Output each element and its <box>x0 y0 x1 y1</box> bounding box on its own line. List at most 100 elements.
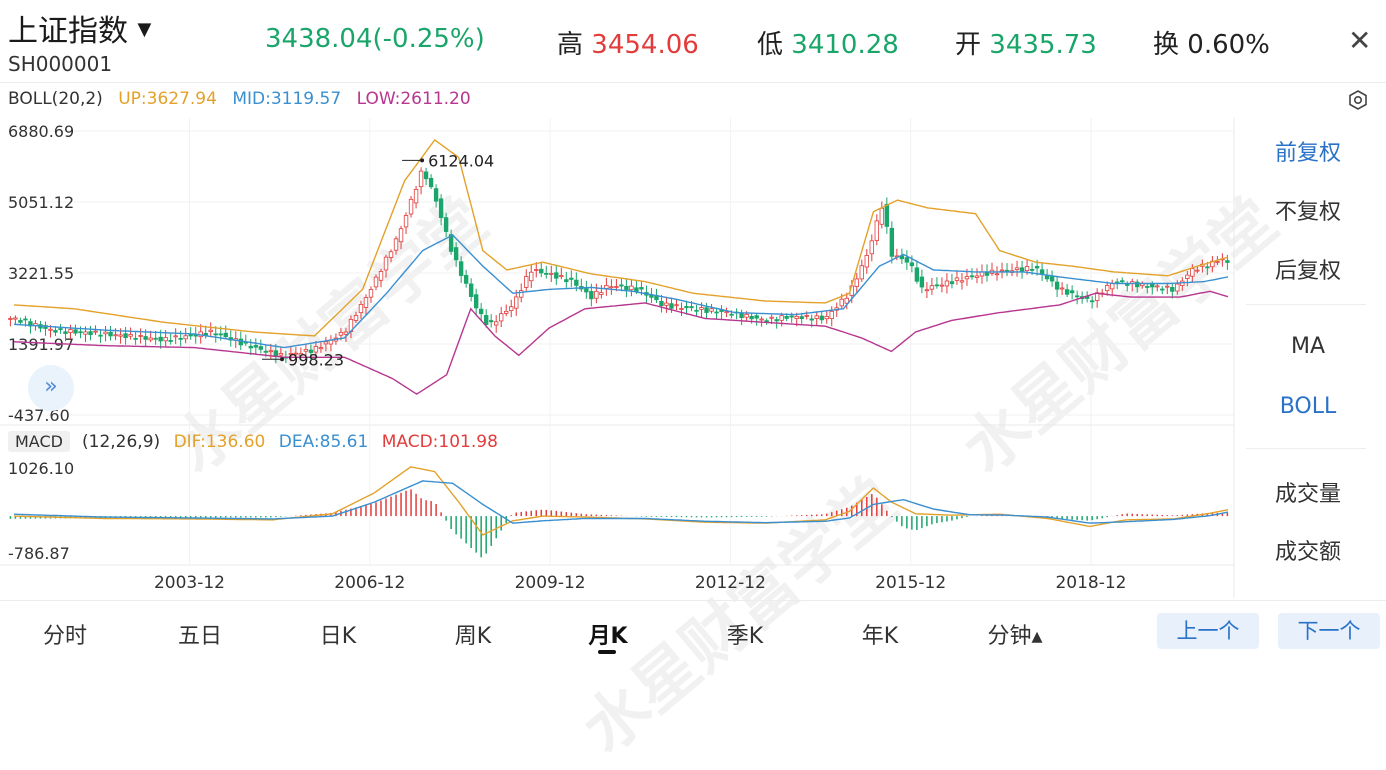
candle-body <box>904 257 910 263</box>
amount-button[interactable]: 成交额 <box>1274 540 1341 565</box>
candle-body <box>68 329 73 333</box>
kline-chart[interactable]: 6880.695051.123221.551391.97-437.601026.… <box>0 0 1386 657</box>
candle-body <box>754 315 759 319</box>
candle-body <box>1190 268 1195 277</box>
active-tab-indicator <box>598 650 616 654</box>
candle-body <box>674 304 679 307</box>
fq-back-button[interactable]: 后复权 <box>1274 259 1341 284</box>
tab-intraday[interactable]: 分时 <box>42 624 87 649</box>
candle-body <box>764 320 769 323</box>
candle-body <box>1089 300 1095 303</box>
stat-high-value: 3454.06 <box>591 30 699 60</box>
macd-dea: DEA:85.61 <box>278 432 369 452</box>
candle-body <box>814 315 819 319</box>
stat-high-label: 高 <box>557 30 584 60</box>
candle-body <box>298 352 304 356</box>
tab-minutes[interactable]: 分钟▴ <box>987 624 1043 649</box>
stat-turnover: 换 0.60% <box>1153 24 1270 61</box>
candle-body <box>8 318 13 320</box>
x-tick-label: 2018-12 <box>1055 573 1126 593</box>
candle-body <box>218 333 223 336</box>
header-divider <box>0 82 1386 83</box>
candle-body <box>418 170 424 188</box>
candle-body <box>914 267 920 282</box>
candle-body <box>183 335 188 340</box>
last-price: 3438.04(-0.25%) <box>265 24 485 54</box>
stat-turnover-value: 0.60% <box>1187 30 1270 60</box>
candle-body <box>744 313 749 318</box>
double-chevron-right-icon: » <box>44 374 58 399</box>
candle-body <box>504 310 509 314</box>
candle-body <box>143 336 148 340</box>
close-icon[interactable]: ✕ <box>1348 24 1372 57</box>
candle-body <box>88 331 93 336</box>
macd-dea-line <box>13 480 1229 524</box>
tab-quarterly-k[interactable]: 季K <box>726 624 764 649</box>
candle-body <box>1024 265 1030 271</box>
candle-body <box>499 313 504 322</box>
tab-weekly-k[interactable]: 周K <box>454 624 492 649</box>
candle-body <box>874 220 880 241</box>
stock-title[interactable]: 上证指数 ▼ <box>8 6 151 50</box>
candle-body <box>544 272 549 275</box>
panel-divider <box>1246 304 1366 305</box>
y-tick-label: 5051.12 <box>8 193 74 212</box>
candle-body <box>1160 288 1165 291</box>
candle-body <box>689 306 694 309</box>
ma-button[interactable]: MA <box>1290 334 1326 359</box>
tab-yearly-k[interactable]: 年K <box>861 624 899 649</box>
candle-body <box>864 255 870 268</box>
candle-body <box>13 317 18 320</box>
candle-body <box>769 316 774 319</box>
annotation-dot <box>420 158 425 163</box>
candle-body <box>804 314 809 317</box>
bottom-divider <box>0 600 1386 601</box>
candle-body <box>478 308 484 315</box>
candle-body <box>599 292 604 295</box>
candle-body <box>453 247 459 261</box>
candle-body <box>413 188 419 204</box>
x-tick-label: 2012-12 <box>695 573 766 593</box>
candle-body <box>1195 269 1200 272</box>
macd-legend: (12,26,9) DIF:136.60 DEA:85.61 MACD:101.… <box>82 432 506 452</box>
next-stock-button[interactable]: 下一个 <box>1278 613 1380 649</box>
volume-button[interactable]: 成交量 <box>1274 482 1341 507</box>
candle-body <box>624 286 629 290</box>
candle-body <box>398 228 404 243</box>
candle-body <box>293 352 299 355</box>
tab-five-day[interactable]: 五日 <box>177 624 222 649</box>
candle-body <box>784 316 789 319</box>
candle-body <box>1014 267 1020 270</box>
tab-monthly-k[interactable]: 月K <box>588 624 628 649</box>
candle-body <box>1145 286 1150 288</box>
candle-body <box>944 280 950 287</box>
macd-tab[interactable]: MACD <box>8 431 70 452</box>
boll-low: LOW:2611.20 <box>356 89 471 109</box>
fq-front-button[interactable]: 前复权 <box>1274 141 1341 166</box>
candle-body <box>854 278 859 287</box>
candle-body <box>473 294 479 309</box>
candle-body <box>488 320 494 323</box>
candle-body <box>463 274 469 284</box>
candle-body <box>433 188 439 202</box>
candle-body <box>1019 267 1025 272</box>
boll-button[interactable]: BOLL <box>1279 394 1337 419</box>
settings-icon[interactable] <box>1348 90 1368 110</box>
candle-body <box>1064 289 1070 295</box>
candle-body <box>28 321 33 327</box>
candle-body <box>714 311 719 314</box>
prev-stock-button[interactable]: 上一个 <box>1157 613 1259 649</box>
tab-daily-k[interactable]: 日K <box>319 624 357 649</box>
candle-body <box>524 276 529 288</box>
candle-body <box>554 272 559 279</box>
candle-body <box>103 331 108 335</box>
candle-body <box>158 336 163 342</box>
annotation-label: 998.23 <box>288 350 344 369</box>
expand-panel-button[interactable]: » <box>28 365 74 411</box>
fq-none-button[interactable]: 不复权 <box>1274 200 1341 225</box>
annotation-dot <box>280 357 285 362</box>
candle-body <box>318 347 324 350</box>
candle-body <box>148 337 153 341</box>
candle-body <box>93 330 98 333</box>
candle-body <box>709 308 714 312</box>
